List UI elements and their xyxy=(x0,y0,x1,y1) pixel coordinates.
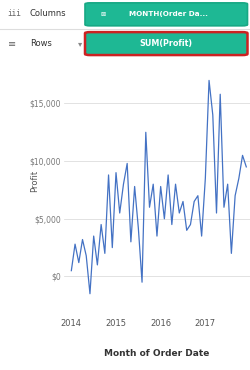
Text: ▾: ▾ xyxy=(78,39,82,48)
Text: Month of Order Date: Month of Order Date xyxy=(104,349,210,358)
Text: ≡: ≡ xyxy=(8,38,16,48)
Text: SUM(Profit): SUM(Profit) xyxy=(140,39,193,48)
FancyBboxPatch shape xyxy=(85,3,247,26)
FancyBboxPatch shape xyxy=(85,32,247,55)
Text: Profit: Profit xyxy=(30,170,40,192)
Text: iii: iii xyxy=(8,9,22,18)
Text: Rows: Rows xyxy=(30,39,52,48)
Text: 2015: 2015 xyxy=(106,319,126,328)
Text: ⊠: ⊠ xyxy=(100,12,105,17)
Text: MONTH(Order Da...: MONTH(Order Da... xyxy=(124,11,208,17)
Text: 2016: 2016 xyxy=(150,319,171,328)
Text: Columns: Columns xyxy=(30,9,66,18)
Text: 2017: 2017 xyxy=(195,319,216,328)
Text: 2014: 2014 xyxy=(61,319,82,328)
